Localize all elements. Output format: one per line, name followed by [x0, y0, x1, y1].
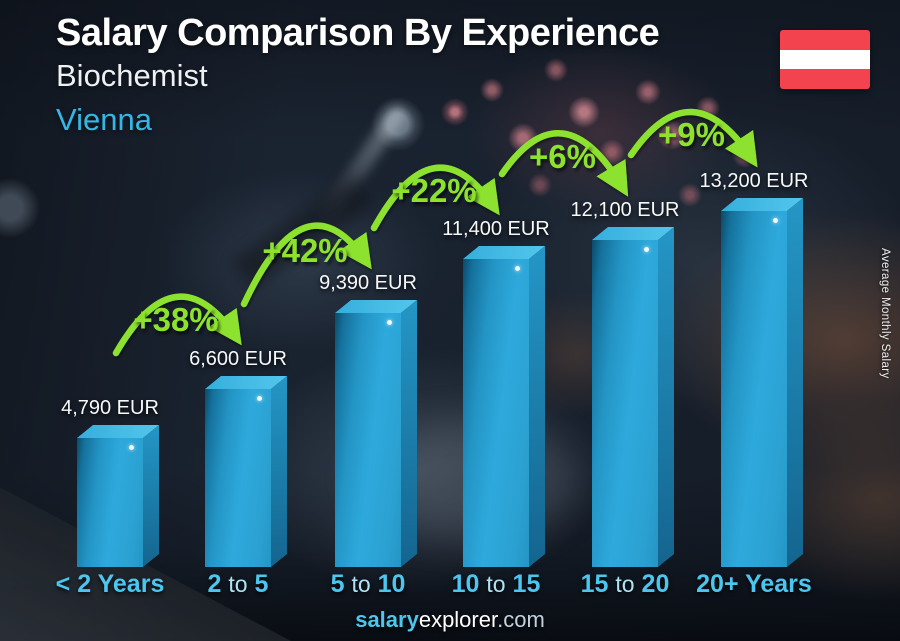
y-axis-label: Average Monthly Salary: [879, 248, 891, 379]
city-label: Vienna: [56, 102, 152, 137]
bar-6: [721, 211, 787, 567]
bar-highlight-dot: [257, 396, 262, 401]
bar-top-face: [592, 227, 674, 240]
page-title: Salary Comparison By Experience: [56, 12, 660, 54]
bar-highlight-dot: [515, 266, 520, 271]
bar-front-face: [335, 313, 401, 567]
bar-top-face: [205, 376, 287, 389]
bar-value-label: 12,100 EUR: [570, 199, 680, 221]
bar-value-label: 9,390 EUR: [319, 272, 417, 294]
bar-front-face: [463, 259, 529, 567]
bar-side-face: [143, 425, 159, 567]
pct-change-label: +22%: [391, 172, 477, 210]
job-title: Biochemist: [56, 58, 208, 93]
category-label: 2 to 5: [207, 570, 269, 598]
bar-highlight-dot: [129, 445, 134, 450]
flag-stripe-red-top: [780, 30, 870, 50]
flag-stripe-white: [780, 49, 870, 70]
bar-side-face: [787, 198, 803, 567]
pct-change-label: +9%: [658, 116, 725, 153]
bar-top-face: [77, 425, 159, 438]
bar-front-face: [721, 211, 787, 567]
category-label: 5 to 10: [330, 570, 406, 598]
bar-side-face: [271, 376, 287, 567]
flag-stripe-red-bottom: [780, 69, 870, 89]
footer-tld: .com: [497, 607, 545, 632]
bar-4: [463, 259, 529, 567]
pct-change-label: +38%: [133, 301, 219, 338]
bar-top-face: [463, 246, 545, 259]
category-label: 10 to 15: [451, 570, 541, 598]
austria-flag-icon: [780, 30, 870, 89]
category-label: < 2 Years: [55, 570, 165, 598]
bar-highlight-dot: [644, 247, 649, 252]
category-label: 20+ Years: [696, 570, 812, 598]
bar-value-label: 6,600 EUR: [189, 348, 287, 370]
bar-front-face: [205, 389, 271, 567]
bar-front-face: [592, 240, 658, 567]
site-footer: salaryexplorer.com: [0, 607, 900, 633]
bar-highlight-dot: [773, 218, 778, 223]
bar-value-label: 13,200 EUR: [699, 170, 809, 192]
pct-change-label: +42%: [262, 231, 348, 269]
bar-top-face: [721, 198, 803, 211]
bar-5: [592, 240, 658, 567]
category-label: 15 to 20: [580, 570, 670, 598]
bar-value-label: 4,790 EUR: [61, 397, 159, 419]
bar-front-face: [77, 438, 143, 567]
bar-side-face: [401, 300, 417, 567]
bar-side-face: [658, 227, 674, 567]
bar-side-face: [529, 246, 545, 567]
bar-1: [77, 438, 143, 567]
bar-highlight-dot: [387, 320, 392, 325]
bar-3: [335, 313, 401, 567]
footer-brand-bold: salary: [355, 607, 419, 632]
footer-brand-rest: explorer: [418, 607, 498, 632]
bar-2: [205, 389, 271, 567]
